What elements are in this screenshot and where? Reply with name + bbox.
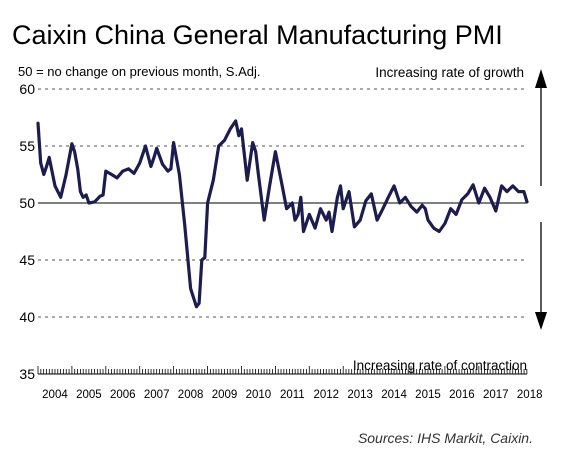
x-tick-label: 2017 — [483, 389, 509, 401]
chart-title: Caixin China General Manufacturing PMI — [12, 20, 503, 50]
growth-arrowhead-icon — [535, 69, 547, 88]
y-tick-label: 40 — [19, 309, 35, 325]
y-tick-label: 60 — [19, 81, 35, 97]
y-tick-label: 45 — [19, 252, 35, 268]
x-tick-label: 2014 — [381, 389, 407, 401]
x-tick-label: 2013 — [347, 389, 373, 401]
contraction-arrowhead-icon — [535, 312, 547, 330]
x-tick-label: 2010 — [246, 389, 272, 401]
y-tick-label: 35 — [19, 366, 35, 382]
x-tick-label: 2009 — [212, 389, 238, 401]
chart-subtitle: 50 = no change on previous month, S.Adj. — [18, 64, 261, 79]
y-axis: 35 40 45 50 55 60 — [19, 81, 35, 382]
x-tick-label: 2012 — [313, 389, 339, 401]
chart-source: Sources: IHS Markit, Caixin. — [357, 430, 533, 446]
x-tick-label: 2015 — [415, 389, 441, 401]
y-tick-label: 55 — [19, 138, 35, 154]
annotation-growth: Increasing rate of growth — [375, 65, 524, 80]
series-line-0 — [36, 119, 529, 309]
annotation-contraction: Increasing rate of contraction — [353, 358, 527, 373]
direction-arrows — [535, 69, 547, 330]
grid-lines — [38, 88, 527, 318]
x-tick-label: 2005 — [76, 389, 102, 401]
x-tick-label: 2011 — [280, 389, 305, 401]
x-tick-label: 2004 — [42, 389, 68, 401]
x-axis: 2004 2005 2006 2007 2008 2009 2010 2011 2012 2013… — [37, 366, 543, 401]
series-layer — [36, 119, 529, 309]
x-tick-label: 2008 — [178, 389, 204, 401]
x-tick-label: 2016 — [449, 389, 475, 401]
x-tick-label: 2007 — [144, 389, 170, 401]
x-tick-label: 2018 — [517, 389, 543, 401]
y-tick-label: 50 — [19, 195, 35, 211]
x-tick-label: 2006 — [110, 389, 136, 401]
